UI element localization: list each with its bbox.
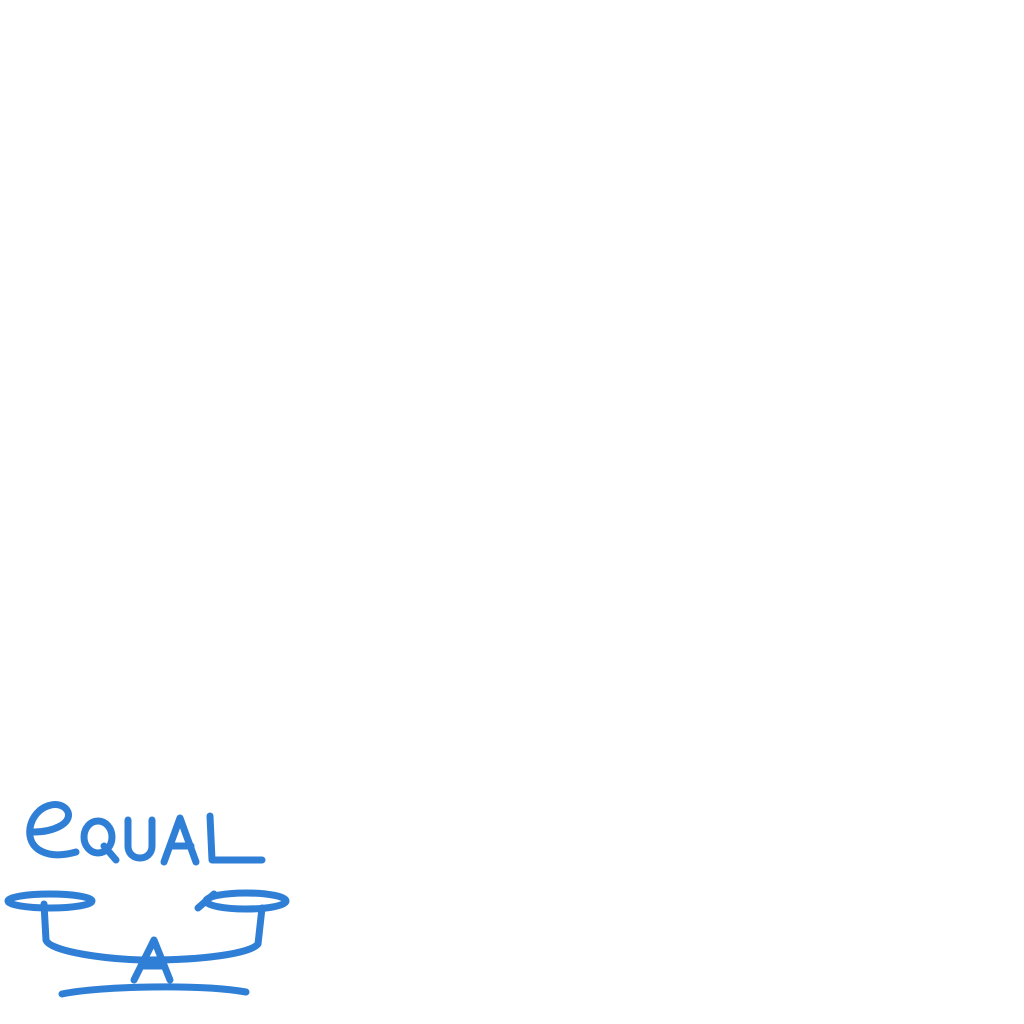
equal-logo-drawing <box>4 801 290 998</box>
balance-scale-icon <box>4 889 290 998</box>
equal-logo <box>0 780 300 1010</box>
hand-drawn-wordmark <box>26 801 266 866</box>
